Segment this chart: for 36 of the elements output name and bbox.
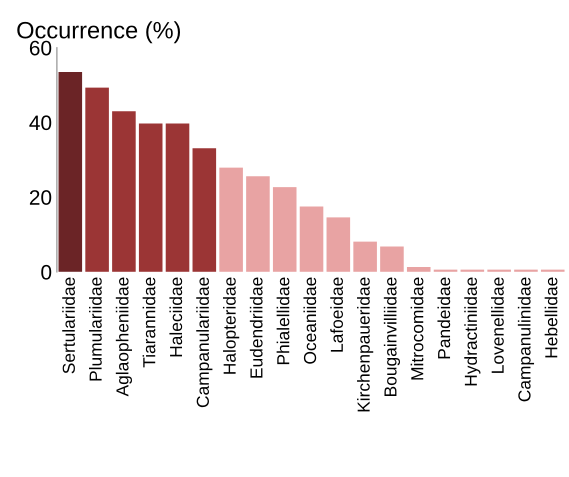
- x-tick-label: Hydractiniidae: [464, 278, 480, 386]
- x-tick-label: Tiarannidae: [142, 278, 156, 368]
- x-tick-label: Haleciidae: [169, 278, 182, 356]
- x-tick-label: Halopteridae: [223, 278, 240, 374]
- x-tick-label: Phialellidae: [276, 278, 290, 364]
- bar: [138, 124, 163, 272]
- bar: [300, 206, 324, 272]
- bar: [58, 72, 82, 272]
- x-tick-label: Sertulariidae: [62, 278, 75, 374]
- bar: [85, 88, 109, 272]
- x-tick-label: Pandeidae: [437, 278, 450, 358]
- bar: [112, 111, 136, 272]
- bar: [219, 168, 243, 272]
- bar: [406, 267, 431, 272]
- x-tick-label: Lovenellidae: [491, 278, 504, 373]
- bar: [326, 217, 350, 272]
- x-tick-label: Mitrocomidae: [410, 278, 424, 380]
- x-tick-label: Hebellidae: [544, 278, 558, 358]
- x-tick-label: Aglaopheniidae: [116, 278, 132, 396]
- bar: [353, 242, 377, 272]
- x-tick-label: Kirchenpaueridae: [357, 278, 374, 412]
- x-tick-label: Campanulinidae: [518, 278, 534, 402]
- x-tick-label: Eudendriidae: [250, 278, 263, 378]
- y-tick-label: 0: [41, 264, 52, 280]
- x-tick-label: Campanulariidae: [196, 278, 212, 408]
- bar: [246, 176, 270, 272]
- bar: [192, 148, 216, 272]
- y-tick-label: 40: [29, 115, 52, 130]
- x-tick-label: Lafoeidae: [330, 278, 343, 352]
- x-tick-label: Plumulariidae: [89, 278, 102, 381]
- x-tick-label: Oceaniidae: [303, 278, 316, 364]
- bar: [380, 246, 404, 272]
- x-tick-label: Bougainvilliidae: [384, 278, 400, 396]
- y-tick-label: 20: [30, 190, 52, 205]
- bar: [272, 187, 297, 272]
- bar: [166, 124, 190, 272]
